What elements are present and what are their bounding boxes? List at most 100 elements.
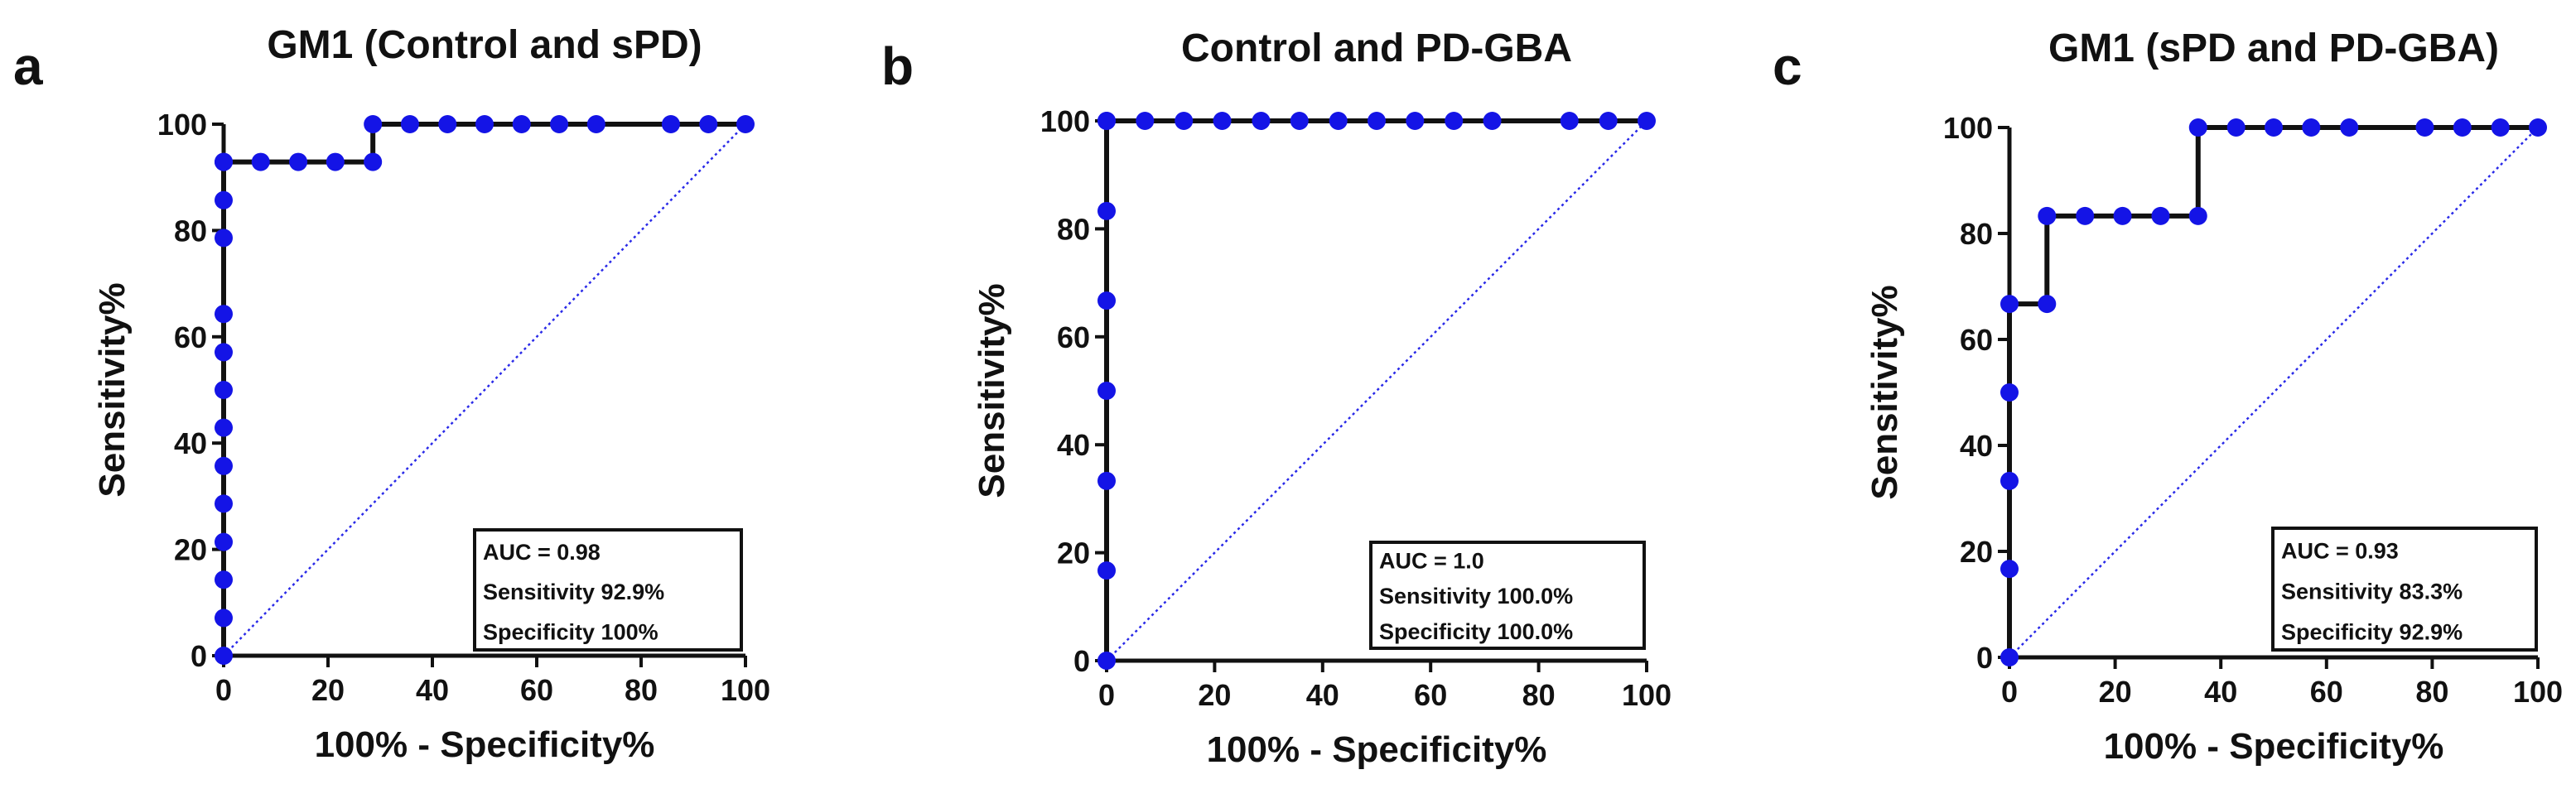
roc-point — [1290, 112, 1309, 130]
y-tick-label: 20 — [1057, 536, 1090, 570]
x-tick-label: 60 — [1414, 678, 1447, 712]
roc-point — [1638, 112, 1656, 130]
x-tick-label: 40 — [416, 673, 449, 707]
x-tick-label: 80 — [625, 673, 658, 707]
legend-entry: AUC = 0.93 — [2281, 538, 2399, 563]
y-axis-label: Sensitivity% — [972, 283, 1012, 498]
x-tick-label: 0 — [215, 673, 232, 707]
roc-point — [2265, 118, 2283, 137]
y-tick-label: 100 — [1040, 104, 1090, 138]
roc-point — [2000, 648, 2019, 666]
roc-point — [1097, 291, 1116, 310]
roc-point — [2188, 206, 2207, 225]
x-axis-label: 100% - Specificity% — [315, 724, 655, 765]
roc-point — [1136, 112, 1155, 130]
chart-title: GM1 (sPD and PD-GBA) — [2048, 26, 2499, 70]
roc-point — [1097, 652, 1116, 670]
roc-point — [2000, 560, 2019, 579]
legend-entry: AUC = 0.98 — [483, 540, 601, 565]
y-tick-label: 0 — [1976, 641, 1993, 675]
roc-point — [586, 115, 605, 133]
y-tick-label: 100 — [1943, 111, 1993, 145]
x-tick-label: 40 — [1306, 678, 1339, 712]
roc-point — [2038, 295, 2057, 314]
legend-entry: Specificity 100% — [483, 619, 658, 644]
roc-point — [2113, 206, 2132, 225]
roc-point — [2340, 118, 2359, 137]
roc-point — [215, 456, 233, 475]
roc-point — [215, 229, 233, 248]
roc-point — [1097, 112, 1116, 130]
roc-point — [215, 418, 233, 437]
y-tick-label: 0 — [191, 639, 207, 673]
roc-point — [2226, 118, 2246, 137]
roc-point — [364, 152, 383, 171]
roc-point — [2491, 118, 2510, 137]
roc-point — [2038, 206, 2057, 225]
roc-point — [215, 381, 233, 399]
roc-point — [1560, 112, 1579, 130]
roc-point — [438, 115, 457, 133]
x-tick-label: 100 — [721, 673, 770, 707]
y-tick-label: 80 — [174, 214, 207, 248]
roc-point — [251, 152, 270, 171]
roc-point — [215, 190, 233, 209]
roc-point — [1097, 471, 1116, 490]
stats-legend-box — [473, 528, 743, 652]
y-tick-label: 40 — [1057, 428, 1090, 462]
roc-point — [215, 305, 233, 324]
x-tick-label: 20 — [2099, 675, 2132, 709]
roc-point — [1483, 112, 1502, 130]
roc-point — [1175, 112, 1194, 130]
roc-point — [215, 609, 233, 628]
roc-point — [512, 115, 531, 133]
roc-point — [475, 115, 494, 133]
roc-point — [550, 115, 569, 133]
panel-letter: c — [1773, 36, 1802, 96]
x-axis-label: 100% - Specificity% — [1207, 729, 1547, 770]
roc-point — [364, 115, 383, 133]
roc-point — [1097, 201, 1116, 220]
roc-point — [2000, 295, 2019, 314]
roc-point — [2000, 383, 2019, 402]
roc-point — [1329, 112, 1348, 130]
roc-point — [2415, 118, 2434, 137]
roc-point — [1097, 382, 1116, 400]
x-tick-label: 20 — [311, 673, 345, 707]
roc-point — [1406, 112, 1425, 130]
legend-entry: Sensitivity 83.3% — [2281, 579, 2463, 604]
x-tick-label: 100 — [1622, 678, 1672, 712]
roc-panel-b: b Control and PD-GBA 0 20 40 60 80 100 0 20 40 60 80… — [881, 26, 1672, 770]
stats-legend-box — [1369, 541, 1646, 650]
y-tick-label: 40 — [174, 426, 207, 460]
roc-point — [215, 152, 233, 171]
y-axis-label: Sensitivity% — [92, 282, 133, 497]
roc-point — [2000, 471, 2019, 490]
legend-entry: Sensitivity 100.0% — [1379, 584, 1573, 609]
roc-point — [215, 647, 233, 665]
reference-line — [223, 123, 746, 657]
x-tick-label: 100 — [2513, 675, 2563, 709]
legend-entry: Specificity 100.0% — [1379, 619, 1573, 644]
y-axis-label: Sensitivity% — [1864, 285, 1905, 499]
roc-point — [326, 152, 345, 171]
roc-point — [1252, 112, 1271, 130]
roc-point — [1368, 112, 1386, 130]
roc-point — [2453, 118, 2472, 137]
x-axis-label: 100% - Specificity% — [2104, 726, 2444, 767]
chart-title: GM1 (Control and sPD) — [267, 23, 702, 67]
roc-point — [1599, 112, 1618, 130]
y-tick-label: 60 — [174, 320, 207, 354]
legend-entry: Sensitivity 92.9% — [483, 580, 664, 604]
roc-panel-a: a GM1 (Control and sPD) 0 20 40 60 80 100 0 20 40 6… — [13, 23, 770, 765]
roc-panel-c: c GM1 (sPD and PD-GBA) 0 20 40 60 80 100 0 20 40 60… — [1773, 26, 2563, 767]
y-tick-label: 80 — [1960, 217, 1993, 251]
roc-point — [289, 152, 308, 171]
roc-point — [1213, 112, 1232, 130]
x-tick-label: 60 — [520, 673, 553, 707]
roc-point — [2151, 206, 2170, 225]
roc-point — [2302, 118, 2321, 137]
y-tick-label: 100 — [157, 108, 207, 142]
roc-point — [661, 115, 680, 133]
